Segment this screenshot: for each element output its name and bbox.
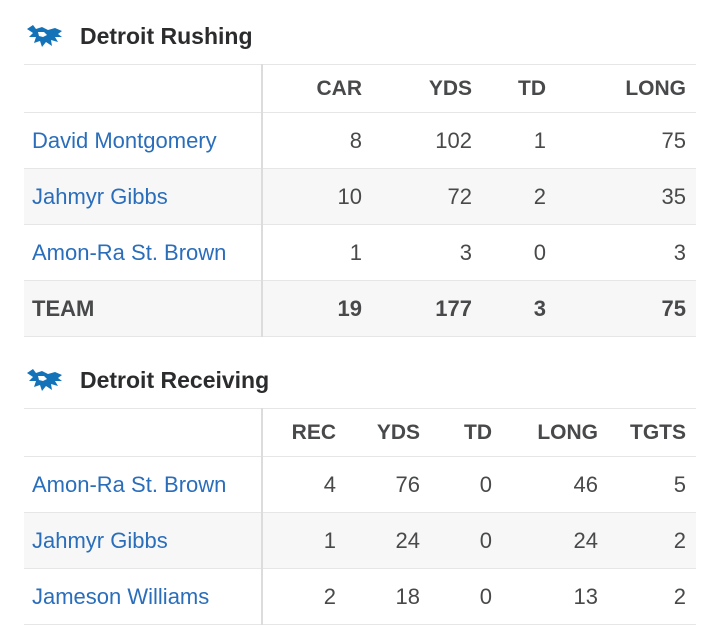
stat-cell: 1 [262,512,346,569]
table-row: David Montgomery 8 102 1 75 [24,112,696,169]
column-header-car[interactable]: CAR [262,64,372,113]
stat-cell: 75 [568,112,696,169]
section-title: Detroit Rushing [80,22,253,49]
stat-cell: 102 [372,112,482,169]
player-link[interactable]: David Montgomery [32,127,217,153]
stat-cell: 0 [430,512,502,569]
stat-cell: 3 [568,224,696,281]
team-total-row: TEAM 19 177 3 75 [24,280,696,337]
stat-cell: 1 [482,112,568,169]
lions-logo-icon [27,369,62,391]
stat-cell: 72 [372,168,482,225]
table-header-row: CAR YDS TD LONG [24,64,696,113]
table-row: Jahmyr Gibbs 10 72 2 35 [24,168,696,225]
table-row: Jahmyr Gibbs 1 24 0 24 2 [24,512,696,569]
rushing-header: Detroit Rushing [24,16,253,56]
rushing-table: CAR YDS TD LONG David Montgomery 8 102 1… [24,64,696,337]
stat-cell: 4 [262,456,346,513]
stat-cell: 0 [482,224,568,281]
stat-cell: 76 [346,456,430,513]
lions-logo-icon [27,25,62,47]
team-label: TEAM [24,280,263,337]
stat-cell: 8 [262,112,372,169]
stat-cell: 177 [372,280,482,337]
table-row: Amon-Ra St. Brown 1 3 0 3 [24,224,696,281]
player-link[interactable]: Jahmyr Gibbs [32,527,168,553]
column-header-yds[interactable]: YDS [372,64,482,113]
player-link[interactable]: Amon-Ra St. Brown [32,471,227,497]
stat-cell: 5 [608,456,696,513]
stat-cell: 3 [482,280,568,337]
stat-cell: 24 [502,512,608,569]
stat-cell: 2 [608,568,696,625]
column-header-long[interactable]: LONG [502,408,608,457]
receiving-header: Detroit Receiving [24,360,269,400]
column-header-yds[interactable]: YDS [346,408,430,457]
stat-cell: 13 [502,568,608,625]
stat-cell: 46 [502,456,608,513]
stat-cell: 3 [372,224,482,281]
stat-cell: 19 [262,280,372,337]
stat-cell: 24 [346,512,430,569]
column-header-rec[interactable]: REC [262,408,346,457]
section-title: Detroit Receiving [80,366,270,393]
player-link[interactable]: Amon-Ra St. Brown [32,239,227,265]
player-link[interactable]: Jahmyr Gibbs [32,183,168,209]
stat-cell: 0 [430,568,502,625]
stat-cell: 35 [568,168,696,225]
stat-cell: 10 [262,168,372,225]
column-header-player [24,408,263,457]
table-row: Amon-Ra St. Brown 4 76 0 46 5 [24,456,696,513]
stat-cell: 75 [568,280,696,337]
table-row: Jameson Williams 2 18 0 13 2 [24,568,696,625]
stat-cell: 2 [608,512,696,569]
stat-cell: 18 [346,568,430,625]
column-header-player [24,64,263,113]
stat-cell: 0 [430,456,502,513]
column-header-td[interactable]: TD [430,408,502,457]
receiving-table: REC YDS TD LONG TGTS Amon-Ra St. Brown 4… [24,408,696,625]
stat-cell: 2 [262,568,346,625]
column-header-long[interactable]: LONG [568,64,696,113]
stat-cell: 1 [262,224,372,281]
column-header-td[interactable]: TD [482,64,568,113]
stat-cell: 2 [482,168,568,225]
column-header-tgts[interactable]: TGTS [608,408,696,457]
table-header-row: REC YDS TD LONG TGTS [24,408,696,457]
player-link[interactable]: Jameson Williams [32,583,210,609]
